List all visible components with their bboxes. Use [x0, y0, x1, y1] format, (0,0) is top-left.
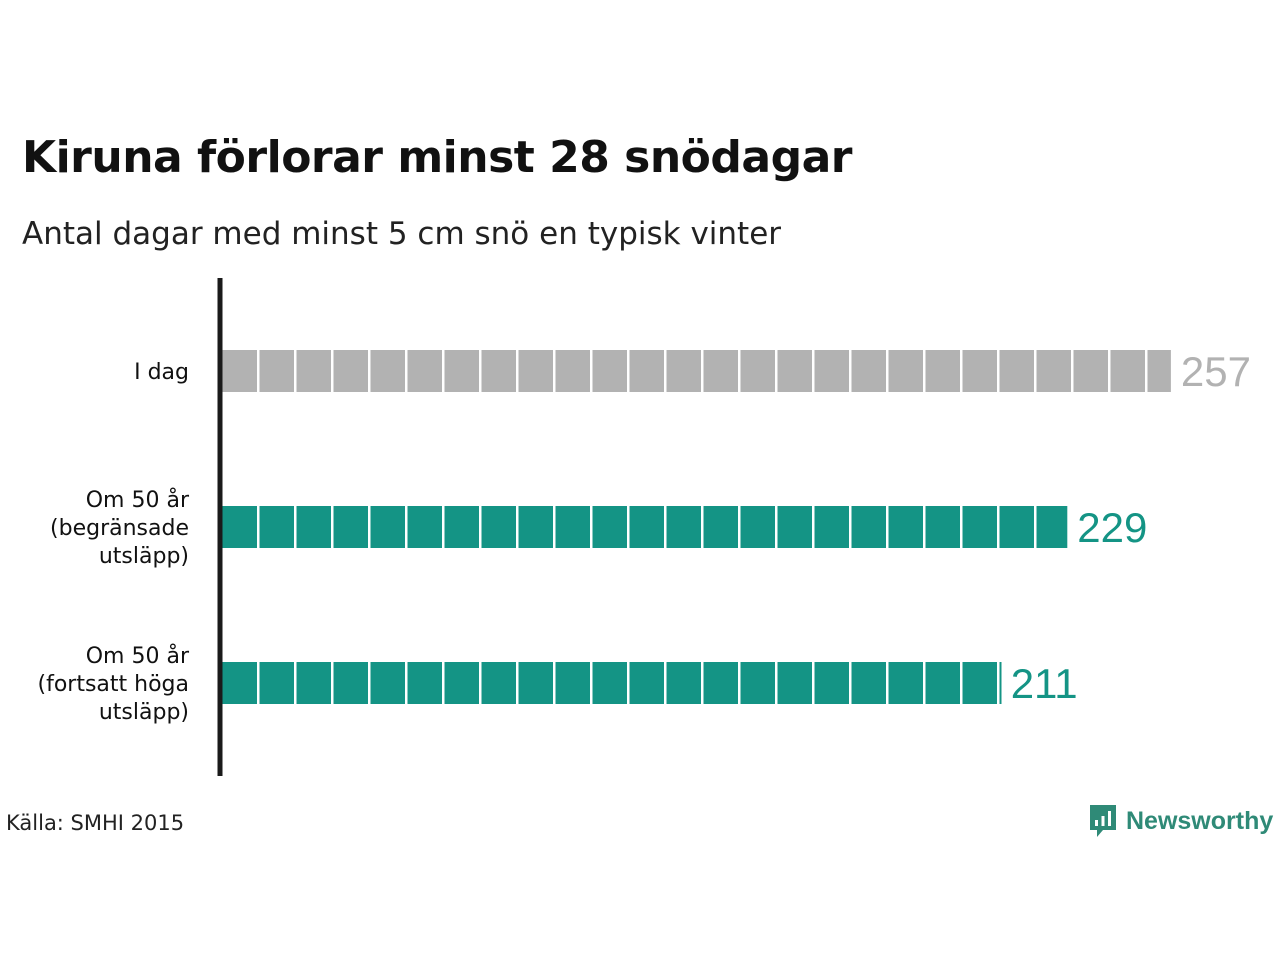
bar-1-block-9 [555, 506, 590, 548]
chart-title: Kiruna förlorar minst 28 snödagar [22, 132, 852, 183]
bar-0-block-3 [333, 350, 368, 392]
bar-1-block-13 [703, 506, 738, 548]
bar-2-block-15 [777, 662, 812, 704]
newsworthy-logo: Newsworthy [1088, 803, 1273, 839]
bar-1-block-19 [925, 506, 960, 548]
bar-1-block-7 [481, 506, 516, 548]
bar-0 [222, 350, 1171, 392]
bar-2 [222, 662, 1002, 704]
bar-0-block-14 [740, 350, 775, 392]
bar-0-block-21 [999, 350, 1034, 392]
bar-1 [222, 506, 1068, 548]
bar-1-block-2 [296, 506, 331, 548]
bar-1-block-12 [666, 506, 701, 548]
category-label-1-line-2: utsläpp) [99, 544, 189, 569]
bar-2-block-8 [518, 662, 553, 704]
category-label-0: I dag [134, 360, 189, 385]
category-label-1-line-1: (begränsade [50, 516, 189, 541]
bar-1-block-22 [1036, 506, 1068, 548]
category-label-2: Om 50 år (fortsatt höga utsläpp) [38, 643, 190, 725]
category-label-2-line-1: (fortsatt höga [38, 672, 190, 697]
bar-0-block-12 [666, 350, 701, 392]
bar-0-block-7 [481, 350, 516, 392]
bar-2-block-3 [333, 662, 368, 704]
bar-2-block-18 [888, 662, 923, 704]
value-label-2: 211 [1011, 660, 1078, 707]
bar-1-block-1 [259, 506, 294, 548]
bar-1-block-6 [444, 506, 479, 548]
bar-0-block-1 [259, 350, 294, 392]
bar-1-block-8 [518, 506, 553, 548]
bar-1-block-11 [629, 506, 664, 548]
bar-1-block-16 [814, 506, 849, 548]
source-note: Källa: SMHI 2015 [6, 811, 185, 835]
value-label-1: 229 [1077, 504, 1147, 551]
bar-0-block-16 [814, 350, 849, 392]
bar-2-block-17 [851, 662, 886, 704]
bar-2-block-5 [407, 662, 442, 704]
category-label-1-line-0: Om 50 år [86, 487, 190, 513]
bar-chart: 257 I dag 229 Om 50 år (begränsade utsläpp) 21… [38, 278, 1251, 776]
bar-1-block-17 [851, 506, 886, 548]
bar-1-block-4 [370, 506, 405, 548]
bar-0-block-20 [962, 350, 997, 392]
bar-0-block-4 [370, 350, 405, 392]
bar-1-block-0 [222, 506, 257, 548]
category-label-2-line-0: Om 50 år [86, 643, 190, 669]
bar-1-block-10 [592, 506, 627, 548]
bar-0-block-19 [925, 350, 960, 392]
value-label-0: 257 [1181, 348, 1251, 395]
newsworthy-logo-icon [1090, 805, 1116, 837]
bar-2-block-0 [222, 662, 257, 704]
bar-2-block-7 [481, 662, 516, 704]
bar-2-block-11 [629, 662, 664, 704]
bar-1-block-15 [777, 506, 812, 548]
category-label-2-line-2: utsläpp) [99, 700, 189, 725]
bar-1-block-14 [740, 506, 775, 548]
bar-0-block-0 [222, 350, 257, 392]
bar-1-block-3 [333, 506, 368, 548]
bar-0-block-25 [1147, 350, 1171, 392]
bar-2-block-21 [999, 662, 1002, 704]
bar-2-block-10 [592, 662, 627, 704]
chart-subtitle: Antal dagar med minst 5 cm snö en typisk… [22, 216, 782, 252]
bar-0-block-9 [555, 350, 590, 392]
bar-2-block-20 [962, 662, 997, 704]
bar-0-block-13 [703, 350, 738, 392]
bar-0-block-6 [444, 350, 479, 392]
bar-2-block-19 [925, 662, 960, 704]
bar-2-block-13 [703, 662, 738, 704]
bar-0-block-2 [296, 350, 331, 392]
category-label-0-line-0: I dag [134, 360, 189, 385]
bar-0-block-24 [1110, 350, 1145, 392]
bar-0-block-17 [851, 350, 886, 392]
bar-0-block-23 [1073, 350, 1108, 392]
bar-2-block-9 [555, 662, 590, 704]
category-label-1: Om 50 år (begränsade utsläpp) [50, 487, 190, 569]
bar-0-block-11 [629, 350, 664, 392]
bar-2-block-1 [259, 662, 294, 704]
bar-2-block-16 [814, 662, 849, 704]
bar-1-block-18 [888, 506, 923, 548]
bar-0-block-8 [518, 350, 553, 392]
bar-2-block-4 [370, 662, 405, 704]
logo-text: Newsworthy [1126, 806, 1274, 835]
bar-1-block-20 [962, 506, 997, 548]
bar-0-block-18 [888, 350, 923, 392]
bar-2-block-14 [740, 662, 775, 704]
bar-1-block-5 [407, 506, 442, 548]
bar-2-block-6 [444, 662, 479, 704]
bar-0-block-10 [592, 350, 627, 392]
bar-2-block-12 [666, 662, 701, 704]
bar-0-block-5 [407, 350, 442, 392]
bar-2-block-2 [296, 662, 331, 704]
bar-0-block-15 [777, 350, 812, 392]
bar-0-block-22 [1036, 350, 1071, 392]
bar-1-block-21 [999, 506, 1034, 548]
